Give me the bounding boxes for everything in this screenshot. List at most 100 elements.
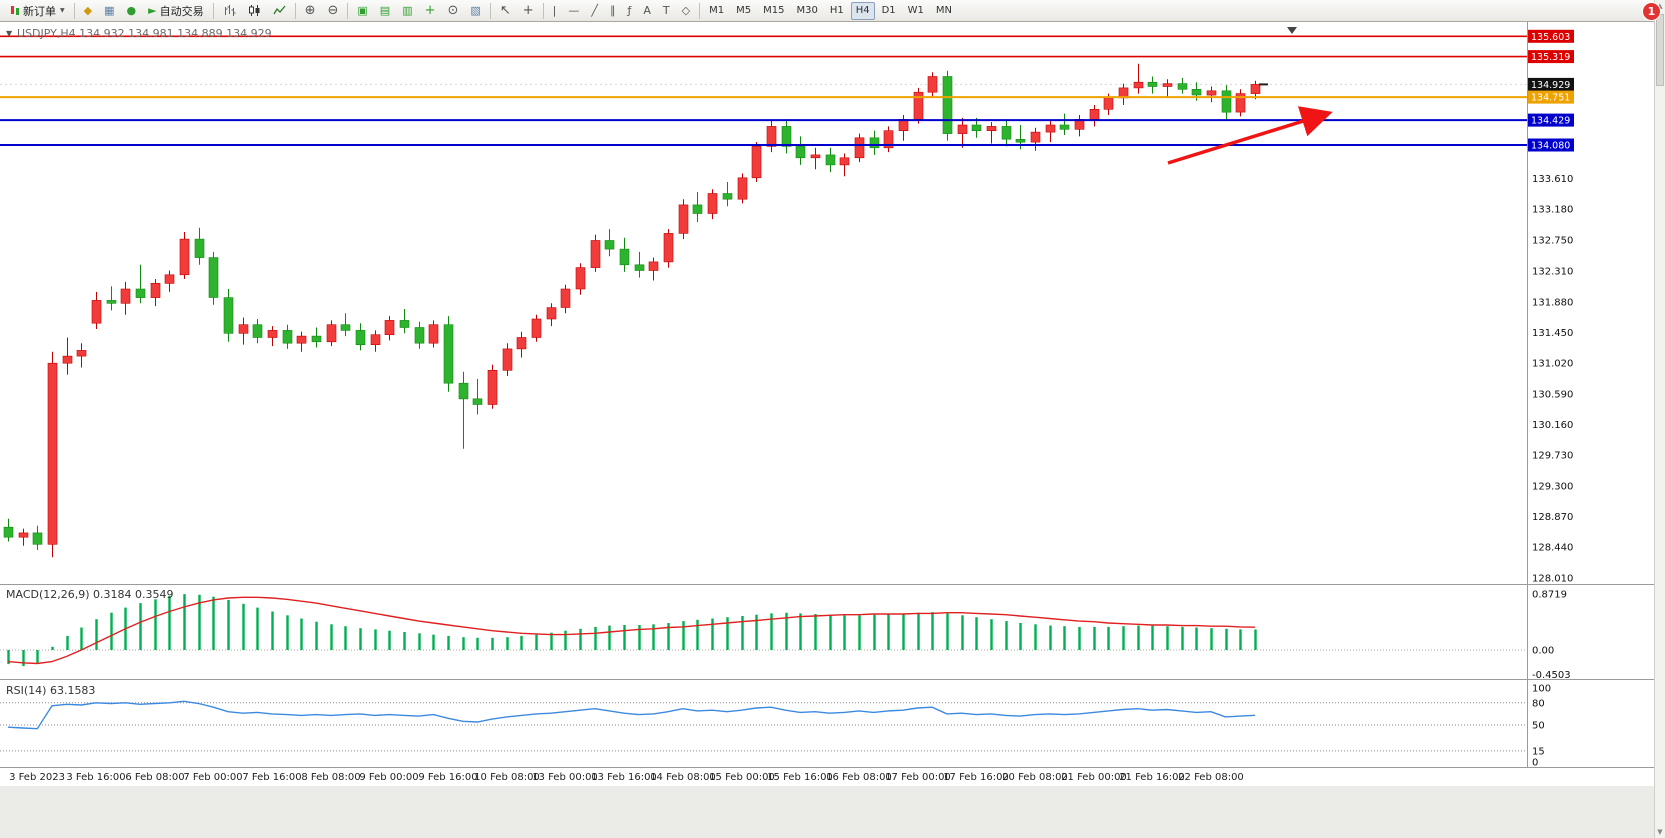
shapes-tool-button[interactable]: ◇ — [677, 2, 695, 20]
svg-text:22 Feb 08:00: 22 Feb 08:00 — [1178, 772, 1244, 783]
timeframe-h1-button[interactable]: H1 — [825, 2, 849, 20]
scrollbar-thumb[interactable] — [1656, 14, 1664, 86]
rsi-pane: 100 80 50 150 RSI(14) 63.1583 — [0, 684, 1551, 769]
notification-badge[interactable]: 1 — [1642, 2, 1661, 21]
svg-text:15 Feb 16:00: 15 Feb 16:00 — [767, 772, 833, 783]
vertical-scrollbar[interactable]: ▲ ▼ — [1654, 0, 1665, 838]
tile-windows-button[interactable]: ▣ — [352, 2, 372, 20]
svg-text:131.450: 131.450 — [1532, 328, 1573, 339]
timeframe-m15-button[interactable]: M15 — [758, 2, 789, 20]
svg-text:132.310: 132.310 — [1532, 267, 1573, 278]
trend-arrow-annotation[interactable] — [1167, 106, 1333, 165]
timeframe-m30-button[interactable]: M30 — [791, 2, 822, 20]
arrange-windows-button[interactable]: ▥ — [397, 2, 417, 20]
profiles-button[interactable]: ● — [122, 2, 142, 20]
new-order-icon — [10, 4, 20, 18]
cursor-tool-button[interactable]: ↖ — [495, 2, 516, 20]
svg-text:134.929: 134.929 — [1531, 80, 1570, 91]
add-indicator-icon: + — [424, 3, 436, 18]
chart-properties-icon: ▧ — [470, 4, 481, 17]
candlestick-mode-button[interactable] — [243, 2, 266, 20]
svg-text:17 Feb 16:00: 17 Feb 16:00 — [943, 772, 1009, 783]
autotrading-label: 自动交易 — [159, 4, 204, 18]
arrange-windows-icon: ▥ — [402, 4, 413, 17]
chart-windows-button[interactable]: ▦ — [99, 2, 119, 20]
timeframe-m1-button[interactable]: M1 — [704, 2, 729, 20]
window-lower-background — [0, 786, 1665, 838]
new-order-button[interactable]: 新订单 ▼ — [5, 2, 70, 20]
profiles-icon: ● — [126, 4, 137, 17]
cascade-windows-icon: ▤ — [379, 4, 391, 17]
shapes-tool-icon: ◇ — [681, 4, 691, 17]
chart-shift-marker[interactable] — [1287, 27, 1297, 34]
chart-properties-button[interactable]: ▧ — [465, 2, 485, 20]
price-badges: 135.603 135.319 134.929 134.751 134.429 134.0… — [1528, 29, 1574, 152]
scroll-down-icon[interactable]: ▼ — [1657, 828, 1663, 836]
ohlc-toggle-icon[interactable]: ▼ — [6, 29, 13, 38]
svg-text:134.429: 134.429 — [1531, 116, 1570, 127]
svg-text:3 Feb 2023: 3 Feb 2023 — [9, 772, 65, 783]
timeframe-h4-button[interactable]: H4 — [850, 1, 875, 20]
svg-text:7 Feb 16:00: 7 Feb 16:00 — [242, 772, 301, 783]
timeframe-group: M1 M5 M15 M30 H1 H4 D1 W1 MN — [703, 1, 958, 20]
chart-windows-icon: ▦ — [104, 4, 115, 17]
svg-text:128.440: 128.440 — [1532, 543, 1573, 554]
svg-text:8 Feb 08:00: 8 Feb 08:00 — [301, 772, 360, 783]
crosshair-tool-button[interactable]: + — [518, 2, 539, 20]
text-tool-button[interactable]: A — [638, 2, 656, 20]
timeframe-d1-button[interactable]: D1 — [877, 2, 901, 20]
zoom-out-icon: ⊖ — [327, 3, 339, 18]
zoom-in-icon: ⊕ — [304, 3, 316, 18]
line-chart-mode-button[interactable] — [268, 2, 291, 20]
timeframe-m5-button[interactable]: M5 — [731, 2, 756, 20]
zoom-in-button[interactable]: ⊕ — [300, 2, 321, 20]
cascade-windows-button[interactable]: ▤ — [375, 2, 395, 20]
svg-text:6 Feb 08:00: 6 Feb 08:00 — [125, 772, 184, 783]
svg-text:16 Feb 08:00: 16 Feb 08:00 — [826, 772, 892, 783]
toolbar-separator — [294, 2, 296, 19]
svg-text:130.590: 130.590 — [1532, 389, 1573, 400]
svg-text:135.319: 135.319 — [1531, 52, 1570, 63]
price-chart-canvas[interactable]: 133.610 133.180 132.750 132.310 131.880 131.4… — [0, 22, 1665, 838]
timeframe-mn-button[interactable]: MN — [931, 2, 957, 20]
horizontal-line-tool-button[interactable]: — — [563, 2, 584, 20]
scroll-up-icon[interactable]: ▲ — [1657, 2, 1663, 10]
svg-text:135.603: 135.603 — [1531, 32, 1570, 43]
horizontal-line-icon: — — [568, 4, 580, 17]
add-indicator-button[interactable]: + — [420, 2, 441, 20]
timeframe-w1-button[interactable]: W1 — [903, 2, 929, 20]
svg-text:132.750: 132.750 — [1532, 235, 1573, 246]
svg-text:9 Feb 00:00: 9 Feb 00:00 — [359, 772, 418, 783]
bar-chart-icon — [224, 5, 236, 16]
svg-text:133.180: 133.180 — [1532, 205, 1573, 216]
toolbar-separator — [489, 2, 491, 19]
svg-text:128.010: 128.010 — [1532, 573, 1573, 584]
expert-advisors-button[interactable]: ◆ — [79, 2, 97, 20]
svg-text:7 Feb 00:00: 7 Feb 00:00 — [183, 772, 242, 783]
svg-text:134.080: 134.080 — [1531, 141, 1570, 152]
svg-text:0: 0 — [1532, 758, 1538, 769]
svg-text:80: 80 — [1532, 698, 1545, 709]
fibonacci-tool-button[interactable]: ƒ — [622, 2, 636, 20]
channel-tool-button[interactable]: ∥ — [605, 2, 621, 20]
vertical-line-icon: | — [552, 4, 557, 17]
period-button[interactable]: ⊙ — [443, 2, 464, 20]
autotrading-button[interactable]: ► 自动交易 — [143, 2, 208, 20]
toolbar-separator — [347, 2, 349, 19]
crosshair-icon: + — [522, 3, 534, 18]
svg-text:21 Feb 16:00: 21 Feb 16:00 — [1119, 772, 1185, 783]
trendline-tool-button[interactable]: ╱ — [586, 2, 603, 20]
svg-text:3 Feb 16:00: 3 Feb 16:00 — [66, 772, 125, 783]
svg-text:128.870: 128.870 — [1532, 512, 1573, 523]
vertical-line-tool-button[interactable]: | — [548, 2, 562, 20]
fibonacci-icon: ƒ — [627, 4, 632, 17]
svg-text:100: 100 — [1532, 684, 1551, 695]
svg-text:-0.4503: -0.4503 — [1532, 670, 1571, 681]
label-tool-button[interactable]: T — [658, 2, 675, 20]
expert-advisors-icon: ◆ — [83, 4, 93, 17]
bar-chart-mode-button[interactable] — [218, 2, 241, 20]
zoom-out-button[interactable]: ⊖ — [322, 2, 343, 20]
level-lines-layer — [0, 35, 1527, 146]
svg-text:129.730: 129.730 — [1532, 451, 1573, 462]
